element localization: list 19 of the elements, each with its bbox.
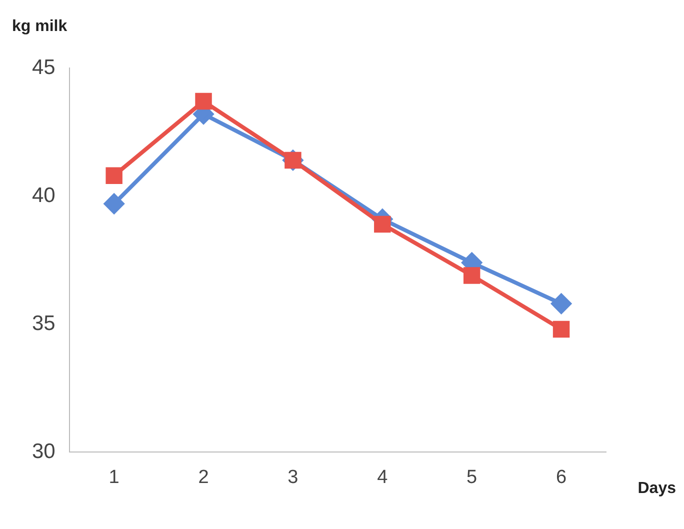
y-tick-label: 45 [32,56,56,79]
y-tick-label: 30 [32,440,56,463]
point [551,294,572,314]
y-axis-title: kg milk [12,18,68,36]
point [104,194,124,214]
point [463,267,480,284]
x-tick-label: 4 [377,466,388,488]
x-tick-label: 5 [466,466,478,488]
x-tick-label: 6 [556,466,567,488]
point [106,167,122,184]
point [374,216,391,233]
point [195,92,212,110]
x-tick-label: 1 [108,466,120,488]
x-tick-label: 3 [288,466,298,488]
point [552,320,570,338]
y-tick-label: 40 [32,184,56,207]
x-axis-title: Days [638,480,676,498]
x-tick-label: 2 [198,466,209,488]
y-tick-label: 35 [32,312,56,335]
